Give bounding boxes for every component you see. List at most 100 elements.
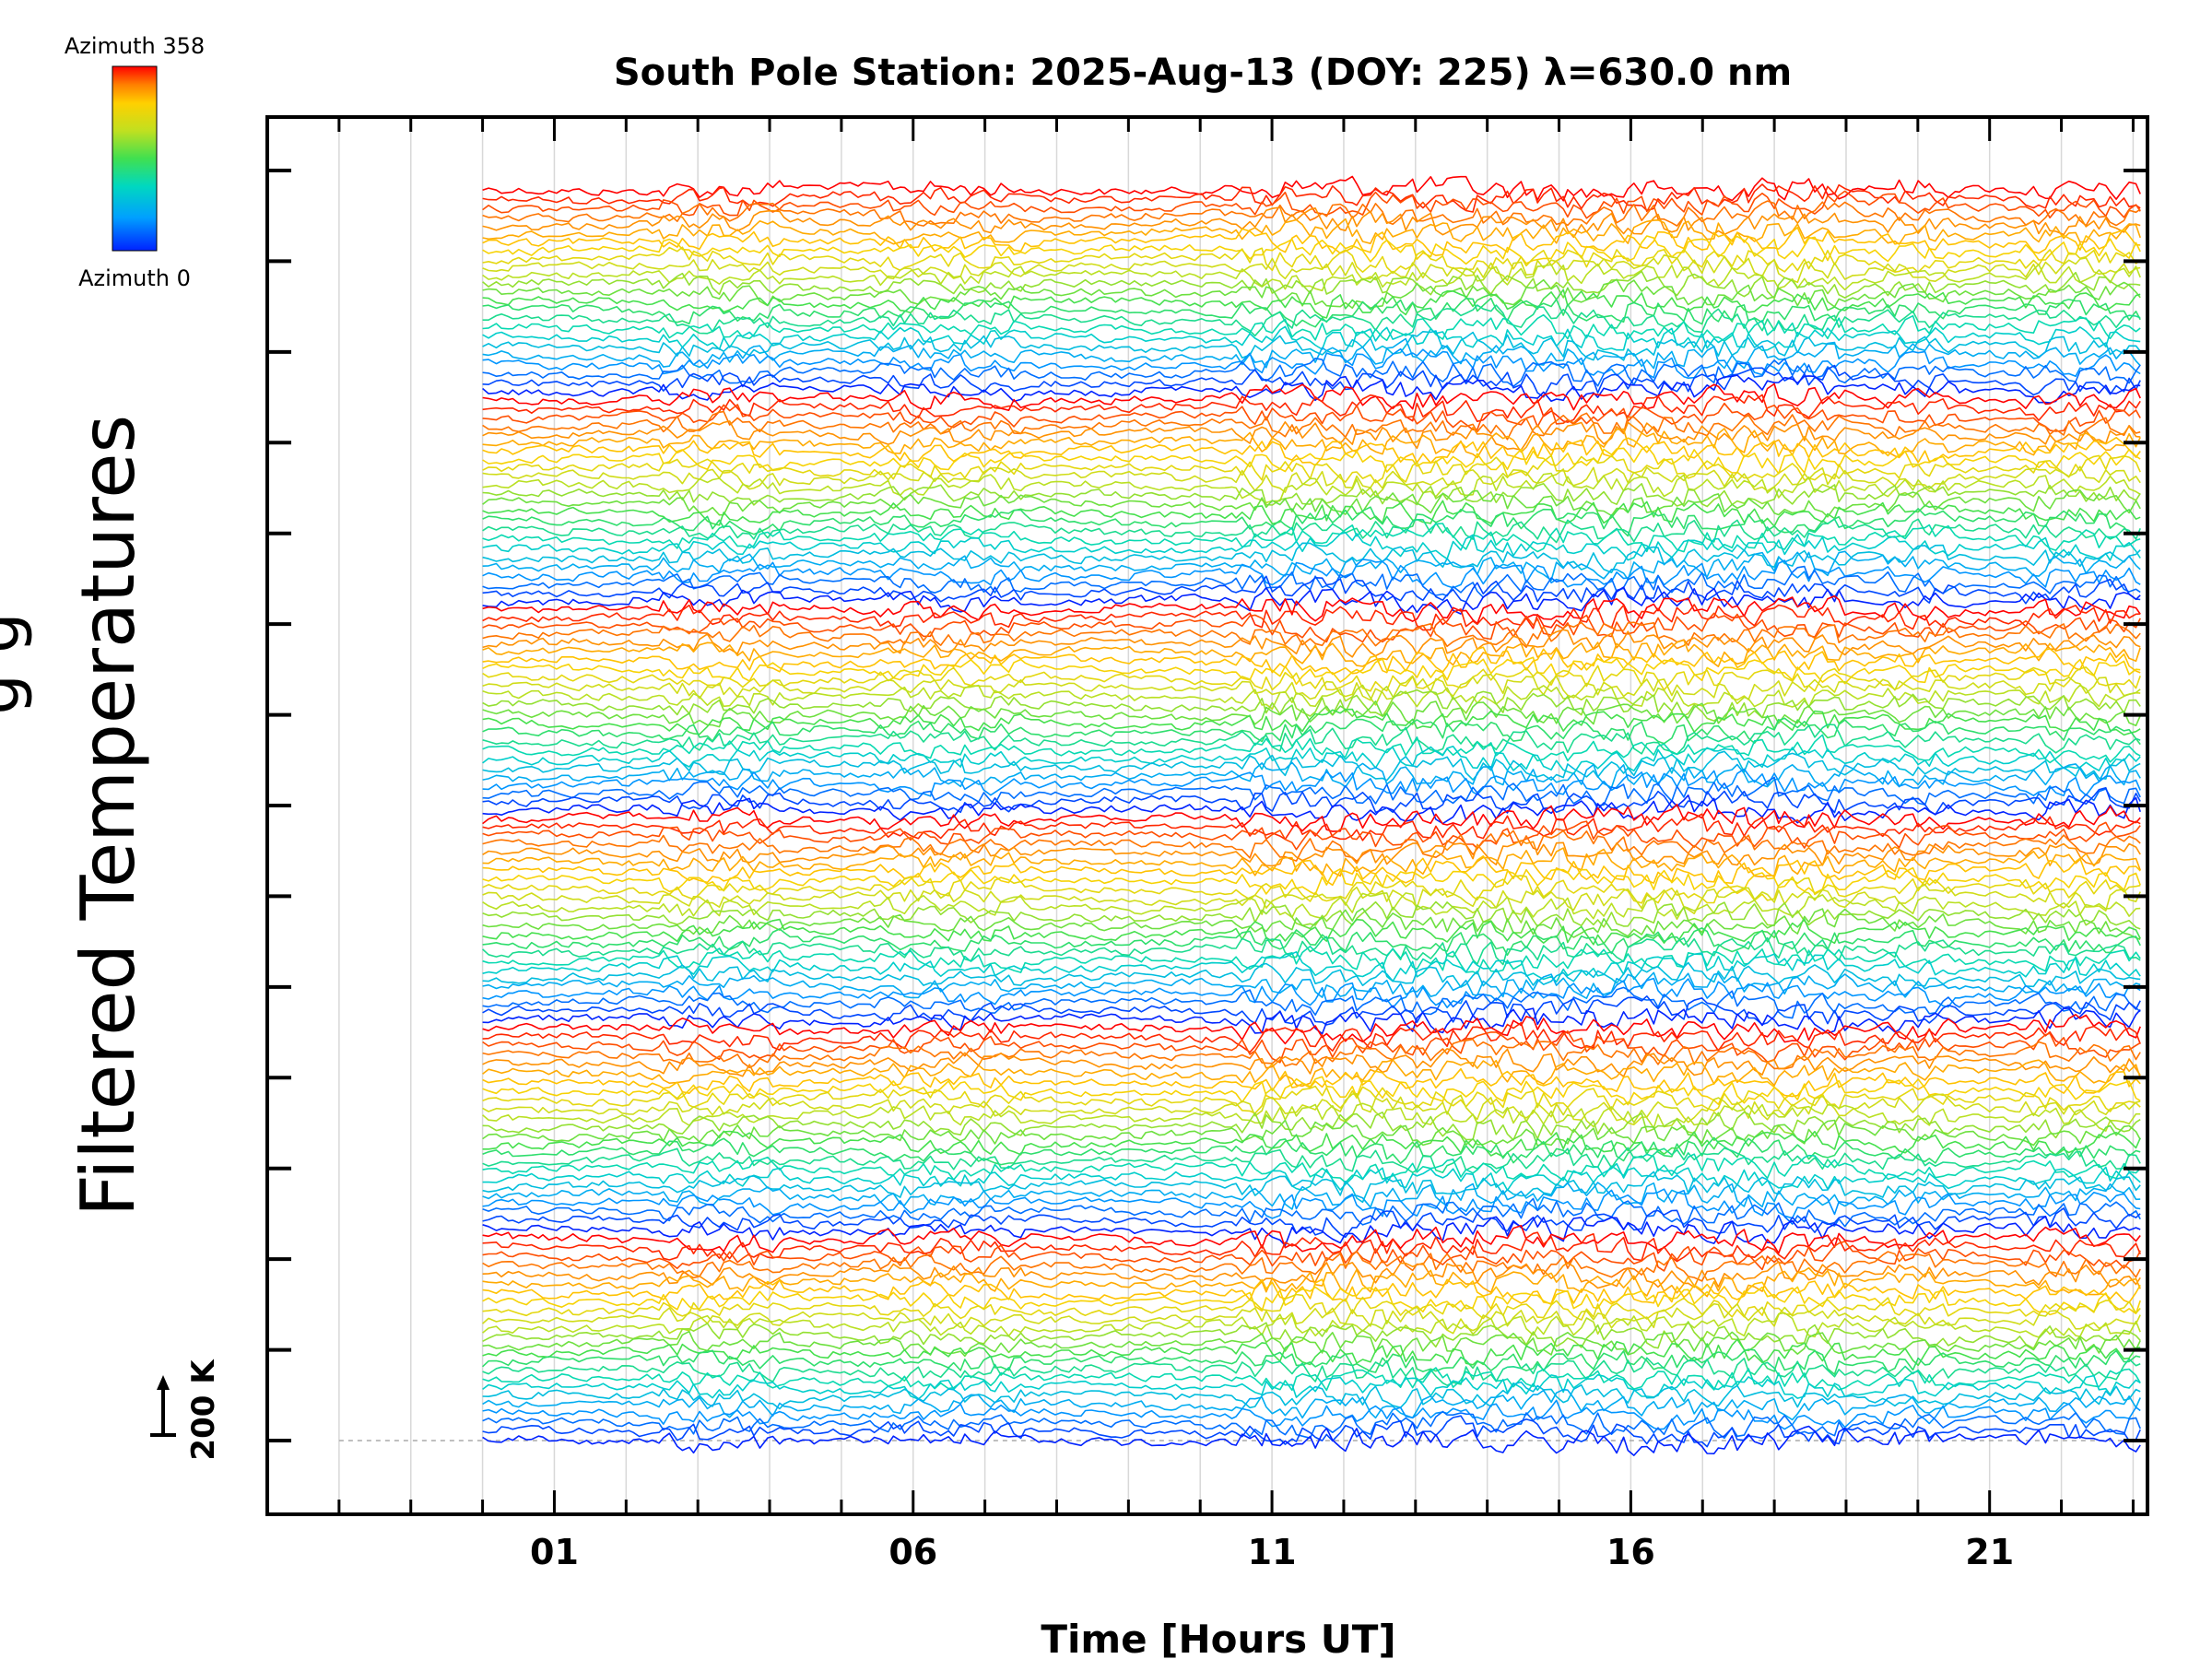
trace-line bbox=[482, 489, 2141, 518]
trace-line bbox=[482, 288, 2141, 319]
trace-line bbox=[482, 1147, 2141, 1173]
trace-line bbox=[482, 1007, 2141, 1035]
trace-line bbox=[482, 776, 2141, 806]
trace-line bbox=[482, 465, 2141, 493]
trace-line bbox=[482, 518, 2141, 544]
trace-line bbox=[482, 1266, 2141, 1298]
trace-line bbox=[482, 1038, 2141, 1070]
y-axis-label: Filtered Temperatures bbox=[65, 415, 151, 1217]
trace-line bbox=[482, 1293, 2141, 1321]
trace-line bbox=[482, 347, 2141, 379]
trace-line bbox=[482, 1048, 2141, 1077]
trace-line bbox=[482, 313, 2141, 342]
x-tick-label: 01 bbox=[530, 1532, 579, 1572]
trace-line bbox=[482, 761, 2141, 789]
trace-line bbox=[482, 1182, 2141, 1210]
trace-line bbox=[482, 506, 2141, 537]
trace-line bbox=[482, 717, 2141, 746]
trace-line bbox=[482, 1312, 2141, 1338]
trace-line bbox=[482, 297, 2141, 328]
x-tick-label: 21 bbox=[1965, 1532, 2014, 1572]
trace-line bbox=[482, 665, 2141, 692]
trace-line bbox=[482, 621, 2141, 649]
trace-line bbox=[482, 364, 2141, 398]
trace-line bbox=[482, 358, 2141, 387]
trace-line bbox=[482, 986, 2141, 1019]
trace-line bbox=[482, 330, 2141, 361]
trace-line bbox=[482, 892, 2141, 920]
trace-line bbox=[482, 1153, 2141, 1183]
trace-line bbox=[482, 1321, 2141, 1349]
trace-line bbox=[482, 1399, 2141, 1430]
trace-line bbox=[482, 1286, 2141, 1316]
trace-line bbox=[482, 200, 2141, 227]
trace-line bbox=[482, 472, 2141, 504]
trace-line bbox=[482, 1415, 2141, 1448]
trace-line bbox=[482, 175, 2141, 202]
trace-line bbox=[482, 951, 2141, 983]
trace-line bbox=[482, 971, 2141, 999]
trace-line bbox=[482, 559, 2141, 589]
trace-line bbox=[482, 612, 2141, 643]
trace-line bbox=[482, 935, 2141, 966]
trace-line bbox=[482, 1367, 2141, 1392]
trace-line bbox=[482, 708, 2141, 736]
trace-line bbox=[482, 700, 2141, 728]
colorbar-bottom-label: Azimuth 0 bbox=[78, 265, 191, 291]
trace-line bbox=[482, 946, 2141, 975]
trace-line bbox=[482, 855, 2141, 887]
trace-line bbox=[482, 1225, 2141, 1254]
trace-line bbox=[482, 1302, 2141, 1335]
trace-line bbox=[482, 420, 2141, 451]
x-tick-label: 06 bbox=[888, 1532, 937, 1572]
trace-line bbox=[482, 410, 2141, 441]
trace-line bbox=[482, 804, 2141, 832]
scale-bar bbox=[150, 1375, 176, 1437]
trace-line bbox=[482, 1410, 2141, 1440]
trace-line bbox=[482, 900, 2141, 930]
trace-line bbox=[482, 586, 2141, 615]
x-tick-label: 16 bbox=[1606, 1532, 1655, 1572]
plot-border bbox=[265, 115, 2149, 1516]
trace-line bbox=[482, 1014, 2141, 1045]
trace-line bbox=[482, 750, 2141, 782]
trace-line bbox=[482, 639, 2141, 667]
trace-line bbox=[482, 1119, 2141, 1147]
trace-line bbox=[482, 270, 2141, 300]
trace-line bbox=[482, 402, 2141, 432]
trace-line bbox=[482, 594, 2141, 625]
trace-line bbox=[482, 1059, 2141, 1088]
trace-line bbox=[482, 724, 2141, 756]
trace-line bbox=[482, 673, 2141, 701]
trace-line bbox=[482, 532, 2141, 561]
trace-line bbox=[482, 1085, 2141, 1114]
trace-line bbox=[482, 820, 2141, 851]
x-axis-label: Time [Hours UT] bbox=[1041, 1617, 1395, 1659]
trace-line bbox=[482, 325, 2141, 351]
trace-line bbox=[482, 394, 2141, 423]
trace-line bbox=[482, 1338, 2141, 1367]
trace-line bbox=[482, 1348, 2141, 1375]
trace-line bbox=[482, 227, 2141, 256]
trace-line bbox=[482, 1067, 2141, 1098]
trace-line bbox=[482, 794, 2141, 825]
trace-line bbox=[482, 1261, 2141, 1289]
trace-line bbox=[482, 437, 2141, 466]
trace-line bbox=[482, 830, 2141, 863]
trace-line bbox=[482, 500, 2141, 527]
trace-line bbox=[482, 907, 2141, 941]
trace-line bbox=[482, 1021, 2141, 1053]
trace-line bbox=[482, 977, 2141, 1009]
colorbar bbox=[112, 65, 158, 252]
trace-line bbox=[482, 1171, 2141, 1204]
trace-line bbox=[482, 523, 2141, 553]
trace-line bbox=[482, 1076, 2141, 1106]
trace-line bbox=[482, 768, 2141, 797]
trace-line bbox=[482, 813, 2141, 841]
trace-line bbox=[482, 746, 2141, 775]
trace-line bbox=[482, 278, 2141, 310]
trace-line bbox=[482, 840, 2141, 867]
trace-line bbox=[482, 847, 2141, 878]
trace-line bbox=[482, 918, 2141, 946]
